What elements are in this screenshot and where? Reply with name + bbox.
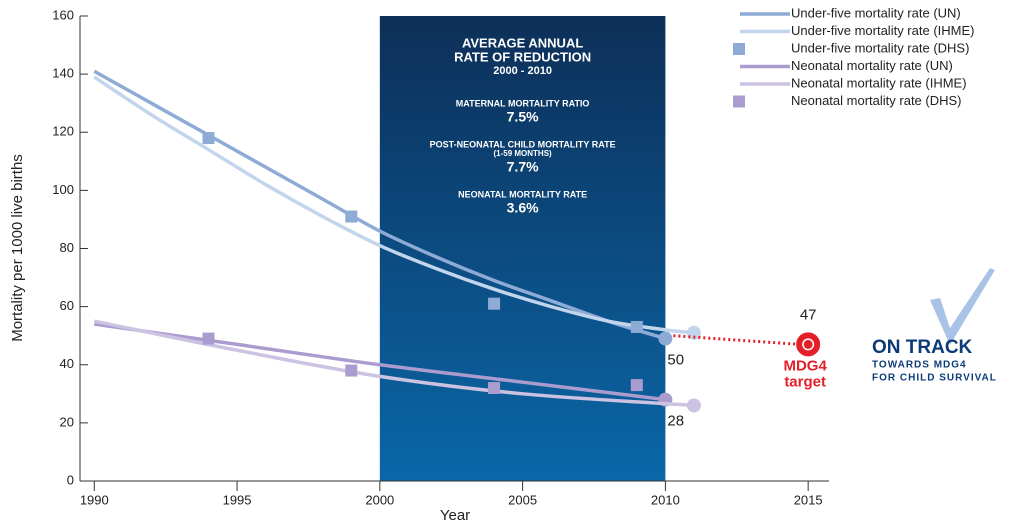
target-value: 47 xyxy=(800,306,817,323)
data-point xyxy=(630,320,643,333)
legend-label: Under-five mortality rate (UN) xyxy=(791,5,961,20)
y-tick-label: 160 xyxy=(52,7,74,22)
end-marker xyxy=(658,331,673,346)
data-point xyxy=(202,332,215,345)
x-tick-label: 1995 xyxy=(223,492,252,507)
x-tick-label: 1990 xyxy=(80,492,109,507)
highlight-item-value: 3.6% xyxy=(507,200,539,216)
y-tick-label: 0 xyxy=(67,472,74,487)
series-line xyxy=(93,69,666,341)
series-line xyxy=(94,322,666,402)
highlight-item-label: MATERNAL MORTALITY RATIO xyxy=(456,98,590,108)
legend-label: Neonatal mortality rate (DHS) xyxy=(791,93,962,108)
highlight-item-label: POST-NEONATAL CHILD MORTALITY RATE xyxy=(430,139,616,149)
target-marker xyxy=(803,339,813,349)
highlight-item-label: (1-59 MONTHS) xyxy=(493,149,552,158)
y-tick-label: 100 xyxy=(52,182,74,197)
data-point xyxy=(345,364,358,377)
target-label: target xyxy=(784,373,826,390)
series-line xyxy=(93,319,695,408)
y-axis-label: Mortality per 1000 live births xyxy=(9,154,26,342)
legend-swatch xyxy=(733,95,745,108)
highlight-title: 2000 - 2010 xyxy=(493,65,552,77)
highlight-item-value: 7.7% xyxy=(507,159,539,175)
legend-label: Under-five mortality rate (IHME) xyxy=(791,23,974,38)
x-tick-label: 2000 xyxy=(365,492,394,507)
annotation: 50 xyxy=(667,352,684,369)
data-point xyxy=(345,210,358,223)
y-tick-label: 20 xyxy=(60,414,74,429)
highlight-item-value: 7.5% xyxy=(507,109,539,125)
legend-label: Neonatal mortality rate (UN) xyxy=(791,58,953,73)
y-tick-label: 120 xyxy=(52,124,74,139)
y-tick-label: 80 xyxy=(60,240,74,255)
data-point xyxy=(202,132,215,145)
checkmark xyxy=(930,268,995,345)
y-tick-label: 140 xyxy=(52,66,74,81)
y-tick-label: 40 xyxy=(60,356,74,371)
badge-text: FOR CHILD SURVIVAL xyxy=(872,373,997,384)
legend-label: Neonatal mortality rate (IHME) xyxy=(791,75,967,90)
badge-text: TOWARDS MDG4 xyxy=(872,360,967,371)
legend-label: Under-five mortality rate (DHS) xyxy=(791,40,969,55)
x-axis-label: Year xyxy=(440,507,470,524)
data-point xyxy=(488,297,501,310)
end-marker xyxy=(686,398,701,413)
target-label: MDG4 xyxy=(783,357,827,374)
annotation: 28 xyxy=(667,413,684,430)
x-tick-label: 2010 xyxy=(651,492,680,507)
data-point xyxy=(488,382,501,394)
highlight-item-label: NEONATAL MORTALITY RATE xyxy=(458,189,587,199)
target-line xyxy=(673,334,801,346)
legend-swatch xyxy=(733,43,745,55)
highlight-title: RATE OF REDUCTION xyxy=(454,49,591,64)
highlight-box xyxy=(379,16,666,481)
x-tick-label: 2015 xyxy=(794,492,823,507)
x-tick-label: 2005 xyxy=(508,492,537,507)
data-point xyxy=(630,379,643,392)
series-line xyxy=(93,75,695,335)
end-marker xyxy=(686,325,701,340)
badge-text: ON TRACK xyxy=(872,337,973,358)
y-tick-label: 60 xyxy=(60,298,74,313)
highlight-title: AVERAGE ANNUAL xyxy=(462,35,583,50)
